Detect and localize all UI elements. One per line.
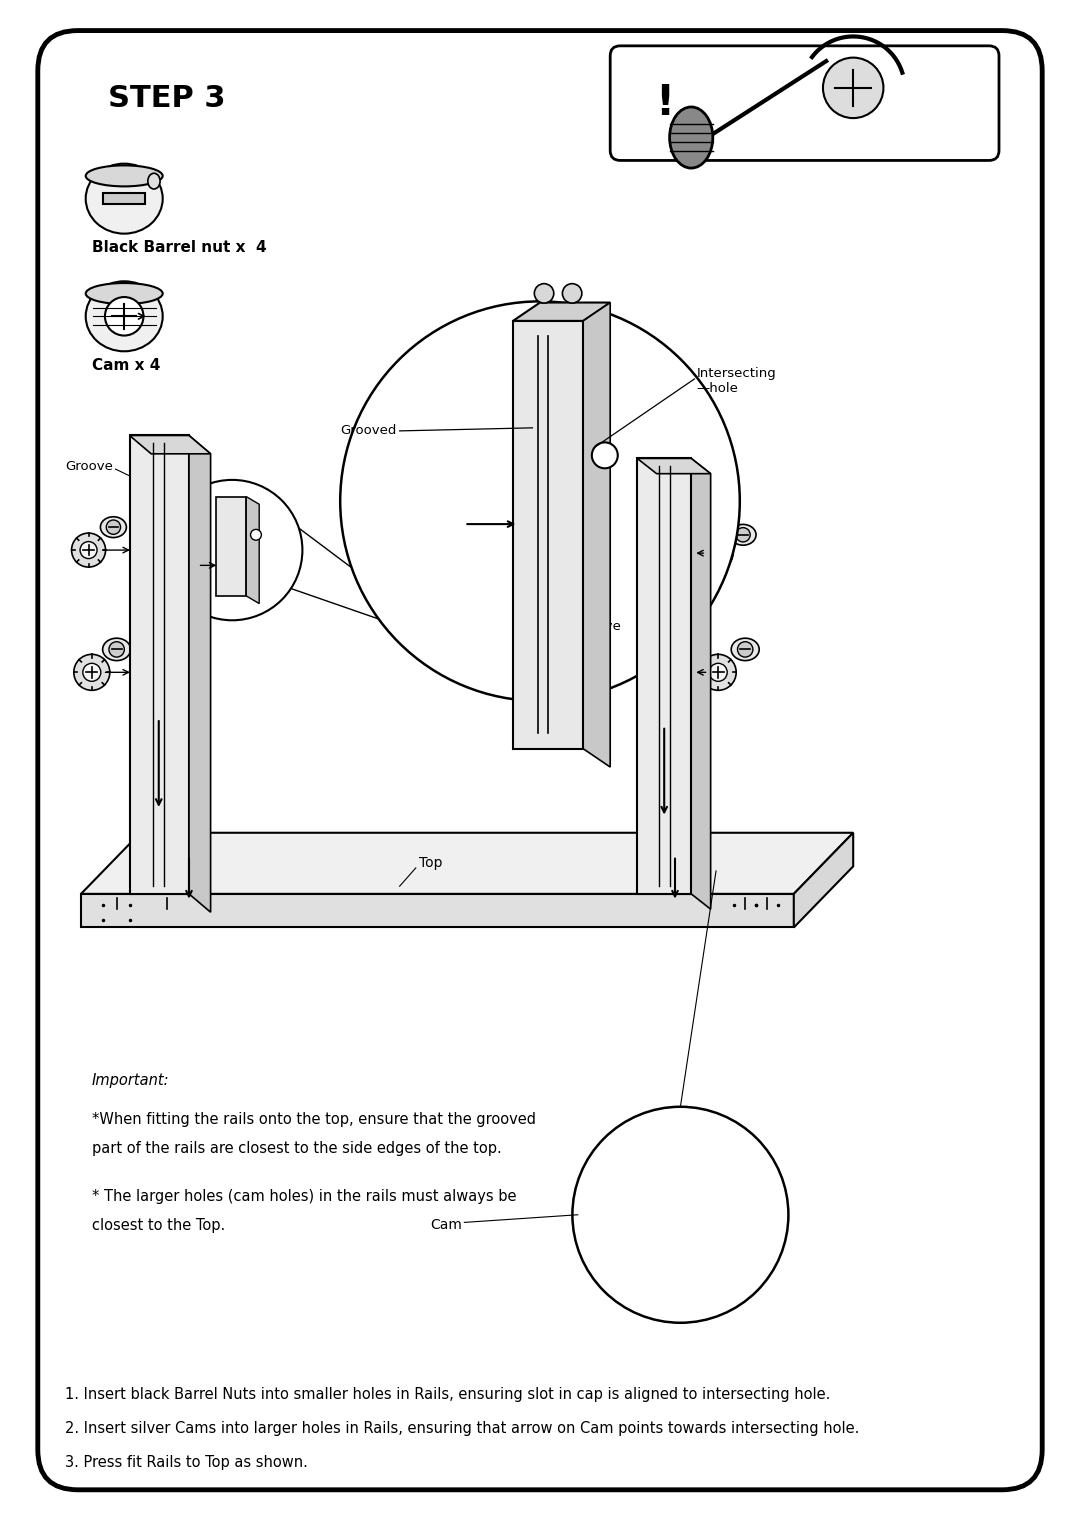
Ellipse shape [85,163,163,234]
Polygon shape [637,458,691,894]
Ellipse shape [604,1160,725,1270]
Ellipse shape [604,1163,725,1195]
Ellipse shape [731,639,759,660]
Polygon shape [583,303,610,767]
Circle shape [699,536,733,570]
Text: 1. Insert black Barrel Nuts into smaller holes in Rails, ensuring slot in cap is: 1. Insert black Barrel Nuts into smaller… [65,1387,831,1403]
Polygon shape [130,435,211,454]
Polygon shape [216,497,246,596]
Text: Cam x 4: Cam x 4 [92,358,160,373]
Ellipse shape [148,173,160,189]
Circle shape [80,541,97,559]
Text: closest to the Top.: closest to the Top. [92,1218,225,1233]
Polygon shape [81,833,853,894]
Circle shape [707,544,725,562]
Ellipse shape [85,281,163,351]
Ellipse shape [167,552,204,579]
Text: !: ! [654,83,674,124]
Circle shape [83,663,100,681]
Ellipse shape [103,639,131,660]
Circle shape [105,296,144,336]
Circle shape [710,663,727,681]
Text: 2. Insert silver Cams into larger holes in Rails, ensuring that arrow on Cam poi: 2. Insert silver Cams into larger holes … [65,1421,860,1436]
FancyBboxPatch shape [38,31,1042,1490]
Text: Top: Top [419,856,443,871]
Polygon shape [513,321,583,749]
Ellipse shape [85,283,163,304]
Ellipse shape [730,524,756,545]
Circle shape [71,533,106,567]
Circle shape [106,520,121,535]
Circle shape [162,480,302,620]
Ellipse shape [670,107,713,168]
Circle shape [563,284,582,303]
Circle shape [572,1106,788,1323]
Circle shape [592,443,618,468]
Text: Groove: Groove [66,460,113,472]
Circle shape [251,529,261,541]
Text: Black Barrel nut x  4: Black Barrel nut x 4 [92,240,267,255]
Polygon shape [513,303,610,321]
Polygon shape [691,458,711,909]
Bar [104,194,145,203]
Circle shape [700,654,737,691]
Polygon shape [637,458,711,474]
Text: * The larger holes (cam holes) in the rails must always be: * The larger holes (cam holes) in the ra… [92,1189,516,1204]
Text: STEP 3: STEP 3 [108,84,226,113]
Text: Important:: Important: [92,1073,170,1088]
Text: part of the rails are closest to the side edges of the top.: part of the rails are closest to the sid… [92,1141,501,1157]
Text: 3. Press fit Rails to Top as shown.: 3. Press fit Rails to Top as shown. [65,1455,308,1470]
Text: Intersecting
—hole: Intersecting —hole [697,367,777,394]
Ellipse shape [85,165,163,186]
Circle shape [738,642,753,657]
Polygon shape [246,497,259,604]
Circle shape [176,556,195,575]
Circle shape [634,1184,694,1245]
Text: *When fitting the rails onto the top, ensure that the grooved: *When fitting the rails onto the top, en… [92,1112,536,1128]
Circle shape [823,58,883,118]
Polygon shape [189,435,211,912]
Circle shape [735,527,751,542]
Circle shape [73,654,110,691]
Ellipse shape [442,503,451,516]
Ellipse shape [100,516,126,538]
Text: Cam: Cam [430,1218,462,1233]
Polygon shape [130,435,189,894]
Text: Groove: Groove [573,620,621,633]
Bar [403,520,440,529]
Circle shape [535,284,554,303]
Ellipse shape [388,495,455,513]
Polygon shape [81,894,794,927]
FancyBboxPatch shape [610,46,999,160]
Ellipse shape [388,494,455,555]
Text: Grooved: Grooved [340,425,396,437]
Polygon shape [794,833,853,927]
Circle shape [109,642,124,657]
Circle shape [340,301,740,701]
